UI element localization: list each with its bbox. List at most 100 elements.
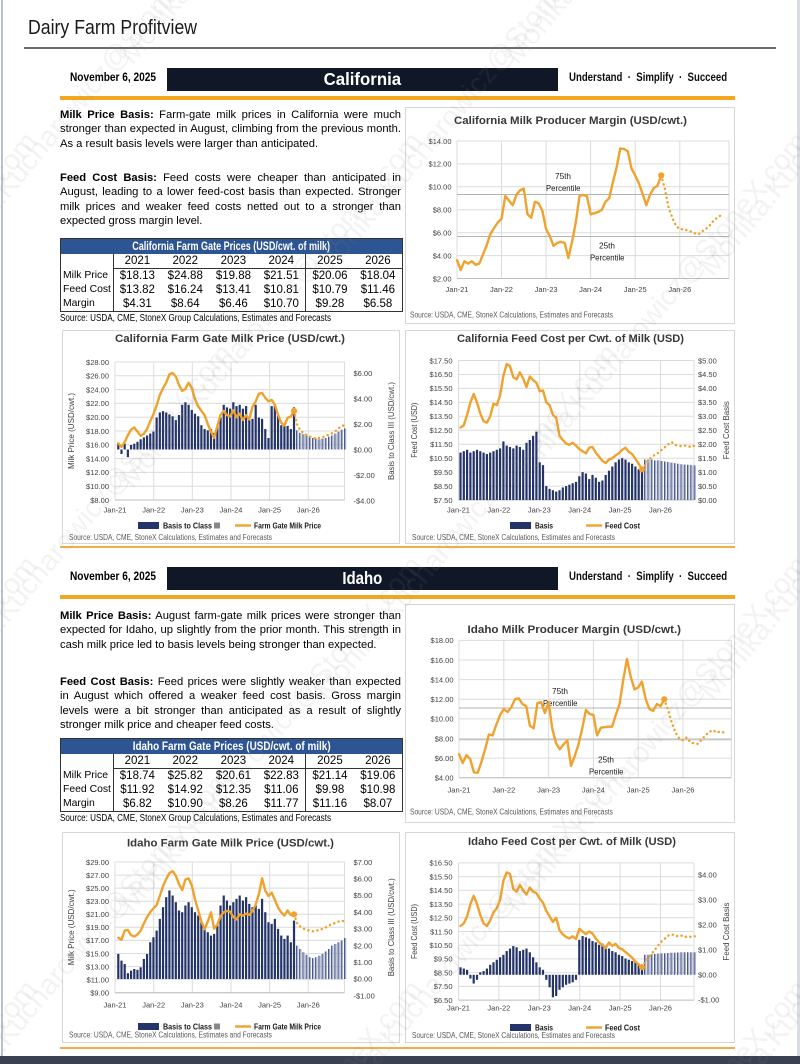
svg-text:$8.50: $8.50 (434, 482, 453, 491)
svg-text:Jan-25: Jan-25 (609, 1004, 632, 1013)
svg-text:$12.00: $12.00 (431, 695, 454, 704)
svg-text:$18.00: $18.00 (431, 636, 454, 645)
svg-text:Jan-23: Jan-23 (181, 1001, 204, 1010)
svg-text:$0.00: $0.00 (698, 496, 717, 505)
svg-text:Jan-21: Jan-21 (104, 1001, 127, 1010)
svg-text:Source: USDA, CME, StoneX Calc: Source: USDA, CME, StoneX Calculations, … (412, 1031, 615, 1040)
svg-text:Jan-23: Jan-23 (528, 1004, 551, 1013)
svg-text:Feed Cost (USD): Feed Cost (USD) (410, 402, 419, 457)
svg-text:$10.00: $10.00 (429, 183, 452, 192)
svg-text:$7.00: $7.00 (354, 858, 373, 867)
svg-text:$25.00: $25.00 (86, 884, 109, 893)
svg-text:25th: 25th (599, 241, 615, 251)
svg-text:Percentile: Percentile (546, 183, 581, 193)
svg-text:$14.50: $14.50 (430, 886, 453, 895)
svg-text:$1.00: $1.00 (354, 958, 373, 967)
svg-text:$15.00: $15.00 (86, 949, 109, 958)
svg-text:$5.00: $5.00 (354, 891, 373, 900)
svg-text:$6.50: $6.50 (434, 996, 453, 1005)
svg-text:Percentile: Percentile (590, 253, 625, 263)
svg-text:$9.50: $9.50 (434, 468, 453, 477)
svg-text:Feed Cost (USD): Feed Cost (USD) (410, 904, 419, 959)
svg-text:Farm Gate Milk Price: Farm Gate Milk Price (254, 1022, 321, 1032)
svg-text:Basis to Class III: Basis to Class III (163, 1022, 220, 1032)
svg-text:$11.50: $11.50 (430, 927, 452, 936)
svg-text:$12.50: $12.50 (430, 914, 453, 923)
svg-text:Feed Cost: Feed Cost (605, 1023, 640, 1033)
svg-text:Jan-22: Jan-22 (490, 285, 513, 294)
svg-text:$9.00: $9.00 (90, 989, 109, 998)
svg-text:$5.00: $5.00 (698, 356, 717, 365)
svg-text:$8.50: $8.50 (434, 969, 453, 978)
svg-text:$4.50: $4.50 (698, 370, 717, 379)
svg-text:$6.00: $6.00 (354, 369, 373, 378)
svg-text:$16.00: $16.00 (86, 441, 109, 450)
svg-text:$12.50: $12.50 (430, 426, 453, 435)
svg-text:$14.00: $14.00 (431, 675, 454, 684)
svg-text:$16.50: $16.50 (430, 859, 453, 868)
svg-text:$29.00: $29.00 (86, 858, 109, 867)
svg-text:Idaho Farm Gate Milk Price (US: Idaho Farm Gate Milk Price (USD/cwt.) (127, 838, 334, 850)
svg-text:Jan-25: Jan-25 (258, 1001, 281, 1010)
svg-text:Basis: Basis (535, 1023, 553, 1033)
svg-text:$2.00: $2.00 (698, 921, 717, 930)
svg-text:Jan-24: Jan-24 (568, 1004, 591, 1013)
svg-text:Jan-21: Jan-21 (104, 506, 127, 515)
svg-text:$0.50: $0.50 (698, 482, 717, 491)
svg-text:$4.00: $4.00 (433, 251, 452, 260)
svg-text:$26.00: $26.00 (86, 372, 109, 381)
svg-text:Jan-26: Jan-26 (668, 285, 691, 294)
svg-text:Jan-25: Jan-25 (627, 786, 650, 795)
svg-text:$18.00: $18.00 (86, 427, 109, 436)
svg-text:$16.00: $16.00 (431, 656, 454, 665)
svg-text:$3.00: $3.00 (354, 925, 373, 934)
svg-text:California Milk Producer Margi: California Milk Producer Margin (USD/cwt… (454, 115, 687, 127)
svg-text:$10.00: $10.00 (431, 715, 454, 724)
svg-text:$13.00: $13.00 (86, 962, 109, 971)
svg-text:$21.00: $21.00 (86, 910, 109, 919)
svg-text:Jan-23: Jan-23 (181, 506, 204, 515)
svg-text:$13.50: $13.50 (430, 900, 453, 909)
svg-text:$6.00: $6.00 (435, 754, 454, 763)
svg-text:$2.00: $2.00 (433, 274, 452, 283)
svg-text:-$4.00: -$4.00 (354, 497, 375, 506)
svg-text:Percentile: Percentile (589, 767, 624, 777)
svg-text:$14.50: $14.50 (430, 398, 453, 407)
svg-text:$1.50: $1.50 (698, 454, 717, 463)
svg-text:$6.00: $6.00 (433, 229, 452, 238)
svg-text:Jan-24: Jan-24 (579, 285, 602, 294)
svg-text:$2.00: $2.00 (698, 440, 717, 449)
svg-text:$3.00: $3.00 (698, 412, 717, 421)
svg-text:$2.00: $2.00 (354, 420, 373, 429)
svg-text:$2.00: $2.00 (354, 941, 373, 950)
svg-text:Jan-26: Jan-26 (297, 1001, 320, 1010)
svg-text:$0.00: $0.00 (354, 446, 373, 455)
svg-text:$22.00: $22.00 (86, 399, 109, 408)
svg-text:Basis: Basis (535, 521, 553, 531)
svg-text:Jan-22: Jan-22 (142, 1001, 165, 1010)
svg-text:Jan-21: Jan-21 (446, 285, 469, 294)
svg-text:$7.50: $7.50 (434, 496, 453, 505)
svg-text:$7.50: $7.50 (434, 982, 453, 991)
svg-text:Source: USDA, CME, StoneX Calc: Source: USDA, CME, StoneX Calculations, … (412, 533, 615, 542)
svg-text:Farm Gate Milk Price: Farm Gate Milk Price (254, 521, 321, 531)
svg-text:$12.00: $12.00 (86, 468, 109, 477)
svg-text:$4.00: $4.00 (698, 871, 717, 880)
svg-text:Jan-21: Jan-21 (447, 506, 470, 515)
svg-text:Feed Cost Basis: Feed Cost Basis (722, 401, 731, 459)
svg-text:$14.00: $14.00 (429, 137, 452, 146)
svg-text:$28.00: $28.00 (86, 358, 109, 367)
svg-text:Source: USDA, CME, StoneX Calc: Source: USDA, CME, StoneX Calculations, … (69, 533, 272, 542)
svg-text:Feed Cost Basis: Feed Cost Basis (722, 903, 731, 961)
svg-text:$8.00: $8.00 (435, 734, 454, 743)
svg-text:Idaho Feed Cost per Cwt. of Mi: Idaho Feed Cost per Cwt. of Milk (USD) (468, 836, 676, 848)
svg-text:$2.50: $2.50 (698, 426, 717, 435)
svg-text:$4.00: $4.00 (354, 395, 373, 404)
svg-text:Jan-23: Jan-23 (528, 506, 551, 515)
svg-text:-$1.00: -$1.00 (698, 996, 719, 1005)
svg-text:Source: USDA, CME, StoneX Calc: Source: USDA, CME, StoneX Calculations, … (410, 808, 613, 817)
svg-text:$23.00: $23.00 (86, 897, 109, 906)
svg-text:$1.00: $1.00 (698, 946, 717, 955)
svg-text:California Farm Gate Milk Pric: California Farm Gate Milk Price (USD/cwt… (115, 333, 345, 345)
svg-text:$14.00: $14.00 (86, 454, 109, 463)
